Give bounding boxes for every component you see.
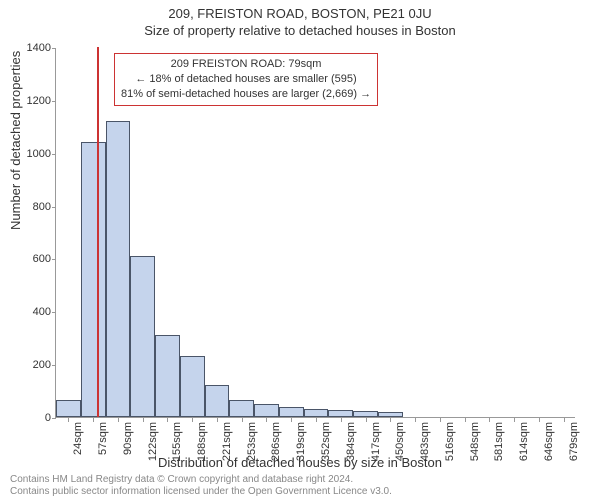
histogram-bar xyxy=(130,256,155,417)
xtick-mark xyxy=(564,418,565,422)
ytick-label: 1400 xyxy=(11,42,51,54)
xtick-mark xyxy=(366,418,367,422)
xtick-mark xyxy=(68,418,69,422)
xtick-mark xyxy=(390,418,391,422)
xtick-mark xyxy=(341,418,342,422)
histogram-bar xyxy=(81,142,106,417)
ytick-label: 1000 xyxy=(11,148,51,160)
histogram-bar xyxy=(353,411,378,417)
xtick-mark xyxy=(465,418,466,422)
xtick-mark xyxy=(93,418,94,422)
xtick-mark xyxy=(415,418,416,422)
x-axis-label: Distribution of detached houses by size … xyxy=(0,455,600,470)
xtick-mark xyxy=(266,418,267,422)
ytick-label: 800 xyxy=(11,201,51,213)
xtick-mark xyxy=(192,418,193,422)
page-title-sub: Size of property relative to detached ho… xyxy=(0,21,600,38)
xtick-mark xyxy=(242,418,243,422)
histogram-bar xyxy=(328,410,353,417)
callout-line2: ← 18% of detached houses are smaller (59… xyxy=(121,72,371,87)
histogram-bar xyxy=(279,407,304,417)
xtick-mark xyxy=(217,418,218,422)
xtick-label: 24sqm xyxy=(72,422,84,455)
histogram-bar xyxy=(106,121,131,417)
ytick-mark xyxy=(52,154,56,155)
ytick-mark xyxy=(52,312,56,313)
histogram-bar xyxy=(155,335,180,417)
ytick-mark xyxy=(52,365,56,366)
ytick-mark xyxy=(52,418,56,419)
plot-area: 020040060080010001200140024sqm57sqm90sqm… xyxy=(55,48,575,418)
ytick-mark xyxy=(52,101,56,102)
ytick-label: 0 xyxy=(11,412,51,424)
ytick-mark xyxy=(52,48,56,49)
xtick-mark xyxy=(167,418,168,422)
xtick-mark xyxy=(539,418,540,422)
ytick-label: 200 xyxy=(11,359,51,371)
callout-line1: 209 FREISTON ROAD: 79sqm xyxy=(121,57,371,72)
xtick-mark xyxy=(118,418,119,422)
xtick-mark xyxy=(440,418,441,422)
page-title-main: 209, FREISTON ROAD, BOSTON, PE21 0JU xyxy=(0,0,600,21)
xtick-label: 57sqm xyxy=(97,422,109,455)
ytick-mark xyxy=(52,207,56,208)
histogram-bar xyxy=(254,404,279,417)
histogram-bar xyxy=(378,412,403,417)
histogram-bar xyxy=(229,400,254,417)
histogram-bar xyxy=(180,356,205,417)
ytick-label: 600 xyxy=(11,253,51,265)
ytick-label: 400 xyxy=(11,306,51,318)
histogram-bar xyxy=(205,385,230,417)
xtick-mark xyxy=(143,418,144,422)
footer-attribution: Contains HM Land Registry data © Crown c… xyxy=(10,474,392,498)
xtick-mark xyxy=(291,418,292,422)
xtick-label: 90sqm xyxy=(122,422,134,455)
callout-box: 209 FREISTON ROAD: 79sqm← 18% of detache… xyxy=(114,53,378,106)
histogram-bar xyxy=(56,400,81,417)
histogram-bar xyxy=(304,409,329,417)
footer-line1: Contains HM Land Registry data © Crown c… xyxy=(10,474,392,486)
chart-area: 020040060080010001200140024sqm57sqm90sqm… xyxy=(55,48,575,418)
footer-line2: Contains public sector information licen… xyxy=(10,486,392,498)
marker-line xyxy=(97,47,99,417)
callout-line3: 81% of semi-detached houses are larger (… xyxy=(121,87,371,102)
ytick-mark xyxy=(52,259,56,260)
ytick-label: 1200 xyxy=(11,95,51,107)
xtick-mark xyxy=(514,418,515,422)
xtick-mark xyxy=(489,418,490,422)
xtick-mark xyxy=(316,418,317,422)
